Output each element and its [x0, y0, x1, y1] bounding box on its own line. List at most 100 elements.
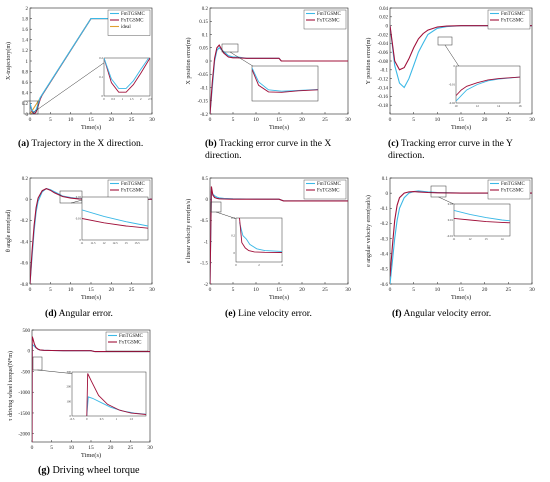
- y-tick-label-a: 1.8: [22, 17, 29, 22]
- y-tick-label-e: -2: [204, 283, 209, 288]
- y-tick-label-a: 0: [26, 113, 29, 118]
- x-tick-label-g: 30: [147, 445, 153, 451]
- y-axis-label-f: e angular velocity error(rad/s): [365, 195, 372, 267]
- y-tick-label-f: -0.2: [380, 222, 388, 227]
- caption-e-text: Line velocity error.: [238, 308, 312, 319]
- chart-panel-c: 0 5 10 15 20 25 30 -0.18 -0.16 -0.14 -0.12 -0.1 -0.0…: [365, 0, 550, 162]
- inset-box-e: [235, 217, 283, 263]
- x-tick-label-a: 15: [88, 117, 94, 123]
- chart-f-svg: 0 5 10 15 20 25 30 -0.6 -0.5 -0.4 -0.3 -0.2 -0.1 0 0.1…: [365, 177, 535, 301]
- legend-label-e: FmTGSMC: [317, 182, 342, 187]
- caption-b-text: Tracking error curve in the X direction.: [205, 138, 332, 161]
- chart-panel-d: 0 5 10 15 20 25 30 -0.8 -0.6 -0.4 -0.2 0 0.2 Time(s) θ…: [0, 170, 183, 320]
- x-tick-label-f: 20: [482, 287, 488, 293]
- caption-d-tag: (d): [45, 308, 57, 319]
- x-tick-label-f: 30: [529, 287, 535, 293]
- y-tick-label-g: -500: [21, 370, 31, 375]
- inset-x-tick-label-d: 12.5: [112, 241, 118, 245]
- y-tick-label-a: 0.8: [22, 70, 29, 75]
- y-tick-label-d: 0: [26, 198, 29, 203]
- series-line-FxTGSMC-c: [390, 25, 532, 71]
- inset-line-0-f: [454, 209, 510, 222]
- y-tick-label-f: -0.5: [380, 268, 388, 273]
- chart-c-svg: 0 5 10 15 20 25 30 -0.18 -0.16 -0.14 -0.12 -0.1 -0.0…: [365, 7, 535, 131]
- inset-box-c: [455, 65, 521, 104]
- legend-box-c: [487, 9, 531, 30]
- caption-b: (b) Tracking error curve in the X direct…: [205, 138, 363, 161]
- chart-g-svg: 0 5 10 15 20 25 30-2000-1500-1000-5000500Time(…: [7, 329, 153, 459]
- inset-y-tick-label-c: -0.02: [449, 101, 456, 105]
- y-tick-label-c: -0.04: [378, 42, 389, 47]
- x-axis-label-f: Time(s): [451, 294, 471, 301]
- x-tick-label-e: 10: [253, 287, 259, 293]
- inset-line-0-d: [82, 209, 148, 227]
- y-tick-label-f: -0.4: [380, 253, 388, 258]
- caption-d: (d) Angular error.: [45, 308, 180, 320]
- chart-panel-b: 0 5 10 15 20 25 30 -0.2 -0.15 -0.1 -0.05 0 0.05 0.1 0.…: [183, 0, 366, 162]
- inset-y-tick-label-a: 0.1: [99, 75, 103, 79]
- x-tick-label-a: 25: [129, 117, 135, 123]
- y-tick-label-e: 0: [206, 198, 209, 203]
- x-tick-label-e: 20: [299, 287, 305, 293]
- x-tick-label-d: 25: [129, 287, 135, 293]
- y-tick-label-a: 1.6: [22, 28, 29, 33]
- zoom-arrow-c: [444, 44, 461, 69]
- legend-label-c: FxTGSMC: [501, 19, 524, 24]
- inset-box-b: [251, 65, 319, 102]
- x-axis-label-a: Time(s): [81, 124, 101, 131]
- x-axis-label-e: Time(s): [269, 294, 289, 301]
- y-tick-label-c: 0.04: [379, 7, 388, 12]
- y-tick-label-c: -0.02: [378, 33, 389, 38]
- inset-y-tick-label-e: 0: [234, 251, 236, 255]
- y-tick-label-a: 0.2: [22, 102, 29, 107]
- inset-line-1-d: [82, 218, 148, 229]
- y-tick-label-b: -0.15: [198, 100, 209, 105]
- x-tick-label-f: 15: [458, 287, 464, 293]
- x-tick-label-g: 10: [69, 445, 75, 451]
- inset-box-d: [81, 196, 149, 241]
- legend-label-d: FmTGSMC: [121, 182, 146, 187]
- legend-label-f: FxTGSMC: [501, 189, 524, 194]
- y-tick-label-a: 0.6: [22, 81, 29, 86]
- y-tick-label-c: -0.16: [378, 95, 389, 100]
- inset-y-tick-label-e: 0.4: [231, 216, 235, 220]
- x-tick-label-a: 0: [29, 117, 32, 123]
- x-tick-label-g: 0: [31, 445, 34, 451]
- inset-x-tick-label-a: 2.5: [148, 97, 152, 101]
- x-tick-label-d: 10: [68, 287, 74, 293]
- x-tick-label-b: 10: [253, 117, 259, 123]
- inset-y-tick-label-a: 0: [102, 94, 104, 98]
- inset-x-tick-label-f: 13: [485, 237, 489, 241]
- legend-box-b: [303, 9, 347, 30]
- x-tick-label-b: 0: [209, 117, 212, 123]
- inset-x-tick-label-f: 12: [469, 237, 473, 241]
- x-tick-label-g: 15: [88, 445, 94, 451]
- caption-c-tag: (c): [388, 138, 399, 149]
- caption-f: (f) Angular velocity error.: [392, 308, 547, 320]
- x-tick-label-c: 30: [529, 117, 535, 123]
- y-tick-label-b: 0.2: [202, 7, 209, 12]
- inset-x-tick-label-a: 1.5: [130, 97, 134, 101]
- inset-x-tick-label-a: 2: [140, 97, 142, 101]
- y-tick-label-f: 0: [386, 192, 389, 197]
- y-tick-label-c: -0.06: [378, 51, 389, 56]
- inset-y-tick-label-g: 300: [67, 370, 72, 374]
- x-tick-label-d: 30: [149, 287, 155, 293]
- inset-x-tick-label-g: 1: [116, 417, 118, 421]
- inset-line-0-e: [239, 222, 282, 252]
- inset-y-tick-label-g: 100: [67, 399, 72, 403]
- x-tick-label-g: 25: [128, 445, 134, 451]
- x-tick-label-f: 10: [435, 287, 441, 293]
- x-tick-label-b: 5: [232, 117, 235, 123]
- y-tick-label-b: -0.1: [200, 86, 208, 91]
- inset-y-tick-label-f: -0.01: [447, 234, 454, 238]
- legend-label-a: FxTGSMC: [121, 19, 144, 24]
- x-axis-label-g: Time(s): [81, 452, 101, 459]
- inset-y-tick-label-d: 0.01: [76, 217, 82, 221]
- x-tick-label-f: 5: [412, 287, 415, 293]
- inset-x-tick-label-a: 1: [122, 97, 124, 101]
- x-tick-label-c: 20: [482, 117, 488, 123]
- inset-y-tick-label-c: -0.01: [449, 83, 456, 87]
- y-tick-label-a: 2: [26, 7, 29, 12]
